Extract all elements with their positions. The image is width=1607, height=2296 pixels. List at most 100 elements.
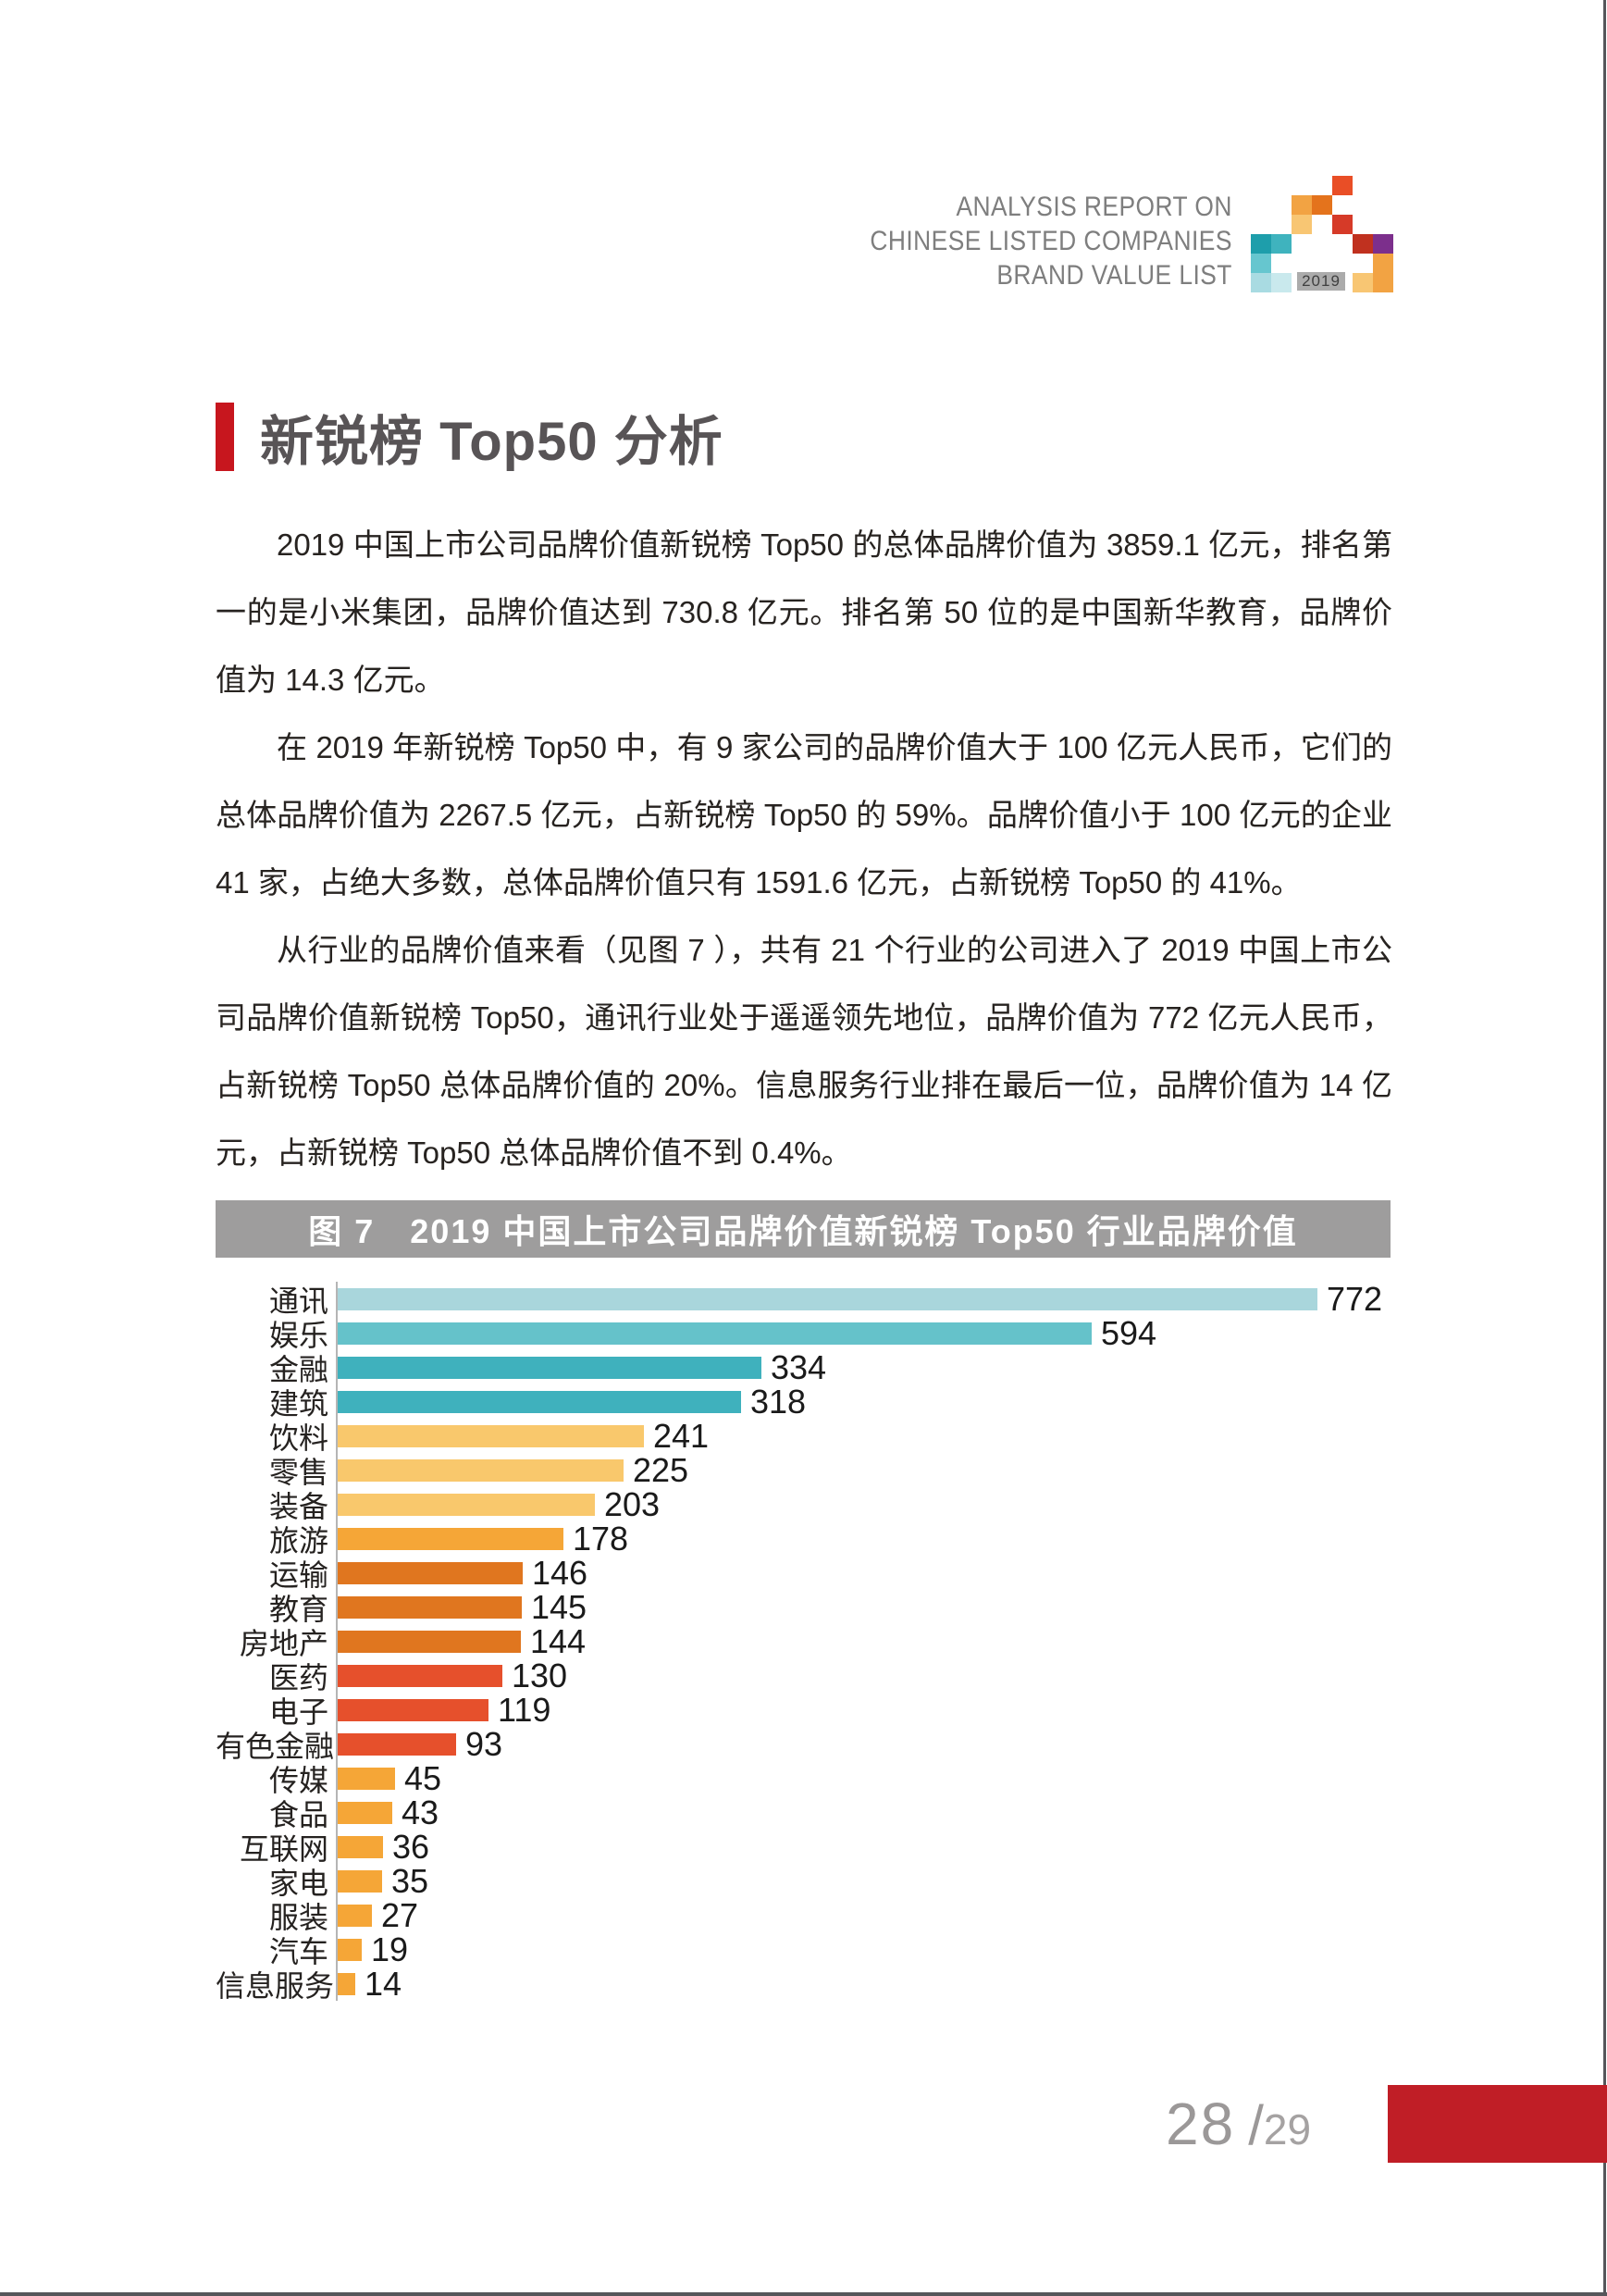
chart-row: 信息服务 14 [216, 1964, 1391, 2003]
chart-value-label: 45 [404, 1758, 442, 1797]
logo-square [1312, 195, 1332, 215]
chart-category-label: 娱乐 [268, 1318, 328, 1352]
page-title: 新锐榜 Top50 分析 [260, 412, 723, 472]
chart-category-label: 汽车 [268, 1934, 328, 1968]
chart-bar-zone: 119 [336, 1690, 1391, 1729]
chart-bar [338, 1493, 595, 1516]
page-edge-bottom [0, 2292, 1607, 2296]
chart-value-label: 146 [532, 1553, 588, 1592]
chart-category-label: 旅游 [268, 1523, 328, 1558]
chart-row: 旅游 178 [216, 1520, 1391, 1558]
chart-bar [338, 1527, 563, 1550]
chart-plot: 通讯 772 娱乐 594 金融 334 建筑 318 饮料 241 零售 225 装备 203 旅游 178… [216, 1279, 1391, 2003]
chart-value-label: 772 [1327, 1279, 1383, 1318]
paragraph-1: 2019 中国上市公司品牌价值新锐榜 Top50 的总体品牌价值为 3859.1… [216, 527, 1392, 697]
chart-value-label: 19 [371, 1930, 409, 1968]
chart-value-label: 119 [498, 1690, 551, 1729]
chart-bar-zone: 594 [336, 1313, 1391, 1352]
chart-bar-zone: 27 [336, 1895, 1391, 1934]
logo-year-badge: 2019 [1295, 270, 1347, 292]
chart-title-bar: 图 7 2019 中国上市公司品牌价值新锐榜 Top50 行业品牌价值 [216, 1200, 1391, 1258]
chart-bar [338, 1287, 1317, 1310]
chart-bar [338, 1356, 761, 1379]
chart-bar [338, 1424, 644, 1447]
logo-square [1251, 234, 1271, 254]
chart-category-label: 家电 [268, 1866, 328, 1900]
chart-bar-zone: 241 [336, 1416, 1391, 1455]
chart-bar-zone: 43 [336, 1793, 1391, 1831]
chart-value-label: 241 [653, 1416, 710, 1455]
header-line-3: BRAND VALUE LIST [996, 260, 1232, 291]
chart-value-label: 36 [392, 1827, 430, 1866]
chart-bar-zone: 772 [336, 1279, 1391, 1318]
figure-7-chart: 图 7 2019 中国上市公司品牌价值新锐榜 Top50 行业品牌价值 通讯 77… [216, 1200, 1391, 2003]
chart-value-label: 93 [465, 1724, 503, 1763]
chart-category-label: 食品 [268, 1797, 328, 1831]
chart-category-label: 电子 [268, 1694, 328, 1729]
header-line-2: CHINESE LISTED COMPANIES [870, 226, 1232, 256]
chart-category-label: 零售 [268, 1455, 328, 1489]
chart-category-label: 传媒 [268, 1763, 328, 1797]
chart-bar-zone: 203 [336, 1484, 1391, 1523]
chart-category-label: 服装 [268, 1900, 328, 1934]
chart-value-label: 594 [1101, 1313, 1157, 1352]
chart-bar-zone: 45 [336, 1758, 1391, 1797]
page-number-current: 28 [1166, 2091, 1236, 2157]
chart-category-label: 房地产 [239, 1626, 328, 1660]
chart-bar-zone: 19 [336, 1930, 1391, 1968]
chart-bar [338, 1904, 372, 1927]
chart-value-label: 35 [391, 1861, 429, 1900]
chart-value-label: 27 [381, 1895, 419, 1934]
chart-bar-zone: 225 [336, 1451, 1391, 1489]
chart-value-label: 203 [604, 1484, 661, 1523]
logo-square [1373, 234, 1393, 254]
chart-row: 互联网 36 [216, 1827, 1391, 1866]
chart-row: 电子 119 [216, 1690, 1391, 1729]
chart-bar [338, 1801, 392, 1824]
chart-category-label: 有色金融 [216, 1729, 335, 1763]
logo-square [1251, 254, 1271, 273]
paragraph-2: 在 2019 年新锐榜 Top50 中，有 9 家公司的品牌价值大于 100 亿… [216, 730, 1392, 900]
logo-square [1332, 176, 1353, 195]
chart-bar-zone: 93 [336, 1724, 1391, 1763]
logo-square [1373, 273, 1393, 292]
logo-square [1353, 234, 1373, 254]
logo-square [1292, 215, 1312, 234]
chart-row: 零售 225 [216, 1451, 1391, 1489]
chart-bar [338, 1390, 741, 1413]
chart-row: 食品 43 [216, 1793, 1391, 1831]
chart-value-label: 43 [402, 1793, 439, 1831]
chart-bar [338, 1767, 395, 1790]
chart-category-label: 饮料 [268, 1421, 328, 1455]
section-title: 新锐榜 Top50 分析 [216, 398, 723, 476]
page-number-separator: / [1248, 2094, 1264, 2156]
chart-value-label: 14 [365, 1964, 402, 2003]
chart-row: 饮料 241 [216, 1416, 1391, 1455]
logo-square [1251, 273, 1271, 292]
chart-value-label: 144 [530, 1621, 587, 1660]
chart-bar-zone: 178 [336, 1520, 1391, 1558]
chart-bar-zone: 334 [336, 1348, 1391, 1386]
chart-row: 金融 334 [216, 1348, 1391, 1386]
chart-bar-zone: 318 [336, 1382, 1391, 1421]
body-text: 2019 中国上市公司品牌价值新锐榜 Top50 的总体品牌价值为 3859.1… [216, 511, 1392, 1186]
chart-row: 通讯 772 [216, 1279, 1391, 1318]
chart-title: 图 7 2019 中国上市公司品牌价值新锐榜 Top50 行业品牌价值 [308, 1212, 1298, 1250]
chart-bar-zone: 36 [336, 1827, 1391, 1866]
chart-value-label: 318 [750, 1382, 807, 1421]
chart-row: 运输 146 [216, 1553, 1391, 1592]
logo-square [1373, 254, 1393, 273]
chart-bar-zone: 130 [336, 1657, 1391, 1694]
logo-year-text: 2019 [1302, 272, 1341, 290]
chart-bar-zone: 144 [336, 1621, 1391, 1660]
chart-row: 房地产 144 [216, 1621, 1391, 1660]
chart-bar [338, 1630, 521, 1653]
chart-bar [338, 1835, 383, 1858]
page-number-total: 29 [1263, 2105, 1312, 2153]
chart-category-label: 通讯 [268, 1284, 328, 1318]
chart-bar [338, 1869, 382, 1893]
chart-bar [338, 1322, 1092, 1345]
chart-category-label: 金融 [268, 1352, 328, 1386]
chart-category-label: 信息服务 [216, 1968, 335, 2003]
footer-accent-block [1388, 2085, 1607, 2163]
